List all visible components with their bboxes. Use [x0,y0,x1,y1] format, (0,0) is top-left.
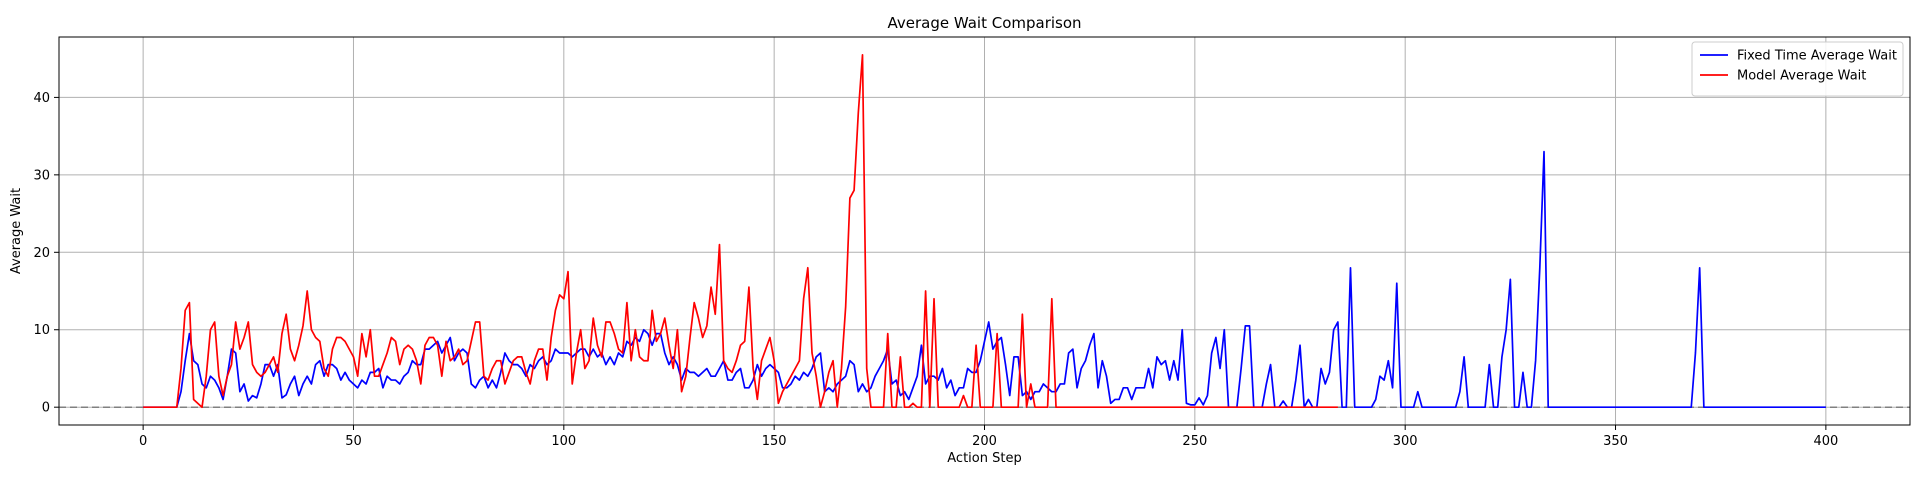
x-axis-ticks: 0 50 100 150 200 250 300 350 400 [139,425,1838,449]
y-tick-label: 10 [33,323,50,338]
legend-box [1691,41,1904,97]
x-tick-label: 400 [1813,434,1838,449]
legend: Fixed Time Average Wait Model Average Wai… [1691,41,1904,97]
legend-entry: Fixed Time Average Wait [1737,49,1897,64]
series-line-1 [143,150,1826,409]
x-tick-label: 300 [1393,434,1418,449]
x-tick-label: 250 [1182,434,1207,449]
y-axis-ticks: 0 10 20 30 40 [33,91,59,416]
x-tick-label: 200 [972,434,997,449]
gridlines [59,37,1910,425]
x-tick-label: 0 [139,434,147,449]
series-line-2 [143,53,1338,409]
y-tick-label: 20 [33,246,50,261]
x-tick-label: 350 [1603,434,1628,449]
x-tick-label: 50 [345,434,362,449]
series-lines [143,53,1826,409]
x-axis-label: Action Step [947,451,1021,466]
y-tick-label: 0 [42,401,50,416]
chart-title: Average Wait Comparison [887,14,1081,32]
legend-entry: Model Average Wait [1737,69,1866,84]
x-tick-label: 150 [762,434,787,449]
y-tick-label: 40 [33,91,50,106]
y-tick-label: 30 [33,168,50,183]
y-axis-label: Average Wait [9,188,24,274]
x-tick-label: 100 [551,434,576,449]
